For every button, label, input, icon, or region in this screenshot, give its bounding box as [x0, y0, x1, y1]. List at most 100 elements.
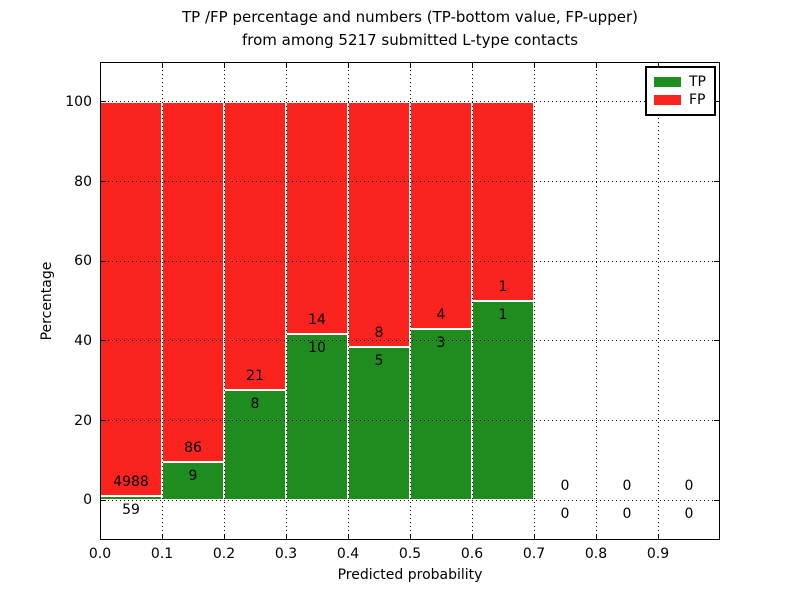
bar-segment-fp	[162, 101, 224, 463]
gridline-vertical	[223, 62, 225, 540]
bar-segment-tp	[286, 334, 348, 501]
tp-count-annotation: 0	[622, 506, 632, 523]
y-tick-mark-left	[101, 340, 106, 342]
legend-label-tp: TP	[689, 74, 706, 90]
y-tick-mark-right	[714, 260, 719, 262]
y-tick-mark-right	[714, 420, 719, 421]
x-tick-mark-bottom	[409, 534, 411, 539]
x-tick-mark-top	[347, 63, 349, 68]
fp-count-annotation: 86	[184, 440, 202, 457]
chart-title-line1: TP /FP percentage and numbers (TP-bottom…	[182, 8, 638, 26]
bar-segment-fp	[472, 101, 534, 301]
x-tick-label: 0.8	[584, 546, 608, 562]
bar-segment-fp	[224, 101, 286, 391]
x-tick-mark-top	[595, 63, 597, 68]
x-tick-mark-bottom	[471, 534, 473, 539]
x-tick-mark-top	[471, 63, 473, 68]
tp-count-annotation: 0	[684, 506, 694, 523]
tp-count-annotation: 0	[560, 506, 570, 523]
gridline-vertical	[657, 62, 659, 540]
fp-count-annotation: 1	[498, 279, 508, 295]
x-tick-label: 0.9	[646, 546, 670, 562]
x-tick-label: 0.1	[150, 546, 174, 562]
x-tick-mark-top	[223, 63, 225, 68]
fp-count-annotation: 0	[622, 478, 632, 495]
y-tick-mark-left	[101, 420, 106, 421]
y-tick-label: 40	[74, 332, 92, 349]
bar-segment-fp	[286, 101, 348, 335]
legend-entry-fp: FP	[654, 91, 714, 109]
x-tick-mark-top	[409, 63, 411, 68]
bar-segment-tp	[472, 301, 534, 501]
x-tick-mark-bottom	[595, 534, 597, 539]
y-tick-label: 100	[65, 93, 92, 110]
y-tick-label: 60	[74, 253, 92, 270]
gridline-vertical	[533, 62, 535, 540]
x-tick-mark-bottom	[161, 534, 163, 539]
tp-count-annotation: 1	[498, 307, 508, 323]
x-tick-mark-bottom	[99, 534, 101, 539]
gridline-vertical	[471, 62, 473, 540]
x-tick-mark-top	[99, 63, 101, 68]
gridline-vertical	[409, 62, 411, 540]
x-tick-mark-top	[533, 63, 535, 68]
tp-count-annotation: 8	[250, 396, 260, 413]
x-tick-label: 0.4	[336, 546, 360, 562]
legend-label-fp: FP	[689, 92, 706, 108]
tp-count-annotation: 10	[308, 340, 326, 357]
y-tick-mark-right	[714, 101, 719, 103]
bar-segment-tp	[224, 390, 286, 501]
x-tick-label: 0.3	[274, 546, 298, 562]
fp-count-annotation: 8	[374, 324, 384, 341]
fp-count-annotation: 21	[246, 368, 264, 385]
tp-count-annotation: 59	[122, 501, 140, 518]
bar-segment-fp	[410, 101, 472, 330]
x-tick-label: 0.2	[212, 546, 236, 562]
fp-count-annotation: 4988	[113, 473, 149, 490]
gridline-vertical	[595, 62, 597, 540]
y-tick-mark-left	[101, 260, 106, 262]
y-tick-label: 0	[83, 492, 92, 509]
y-tick-mark-left	[101, 101, 106, 103]
y-tick-mark-right	[714, 181, 719, 182]
x-tick-mark-bottom	[657, 534, 659, 539]
y-tick-mark-left	[101, 181, 106, 182]
y-tick-mark-right	[714, 499, 719, 501]
fp-count-annotation: 14	[308, 312, 326, 329]
tp-count-annotation: 9	[188, 468, 198, 485]
fp-count-annotation: 0	[560, 478, 570, 495]
gridline-vertical	[285, 62, 287, 540]
bar-segment-tp	[410, 329, 472, 501]
x-tick-label: 0.7	[522, 546, 546, 562]
tp-count-annotation: 3	[436, 335, 446, 352]
legend: TP FP	[645, 66, 716, 116]
fp-count-annotation: 4	[436, 307, 446, 324]
y-tick-label: 20	[74, 412, 92, 429]
bar-segment-tp	[348, 346, 410, 501]
fp-count-annotation: 0	[684, 478, 694, 495]
tp-color-swatch	[654, 77, 681, 87]
gridline-vertical	[161, 62, 163, 540]
x-tick-mark-top	[285, 63, 287, 68]
x-tick-mark-bottom	[223, 534, 225, 539]
y-tick-label: 80	[74, 173, 92, 190]
chart-title: TP /FP percentage and numbers (TP-bottom…	[100, 6, 720, 52]
y-tick-mark-right	[714, 340, 719, 342]
x-tick-label: 0.5	[398, 546, 422, 562]
x-tick-mark-top	[657, 63, 659, 68]
x-tick-mark-bottom	[347, 534, 349, 539]
tp-count-annotation: 5	[374, 352, 384, 369]
chart-title-line2: from among 5217 submitted L-type contact…	[241, 31, 579, 49]
y-axis-label: Percentage	[39, 261, 55, 341]
y-tick-mark-left	[101, 499, 106, 501]
x-tick-mark-top	[161, 63, 163, 68]
x-tick-label: 0.6	[460, 546, 484, 562]
fp-color-swatch	[654, 95, 681, 105]
x-tick-mark-bottom	[533, 534, 535, 539]
x-axis-label: Predicted probability	[337, 567, 483, 583]
bar-segment-fp	[348, 101, 410, 347]
x-tick-label: 0.0	[88, 546, 112, 562]
bar-segment-fp	[100, 101, 162, 496]
gridline-vertical	[347, 62, 349, 540]
